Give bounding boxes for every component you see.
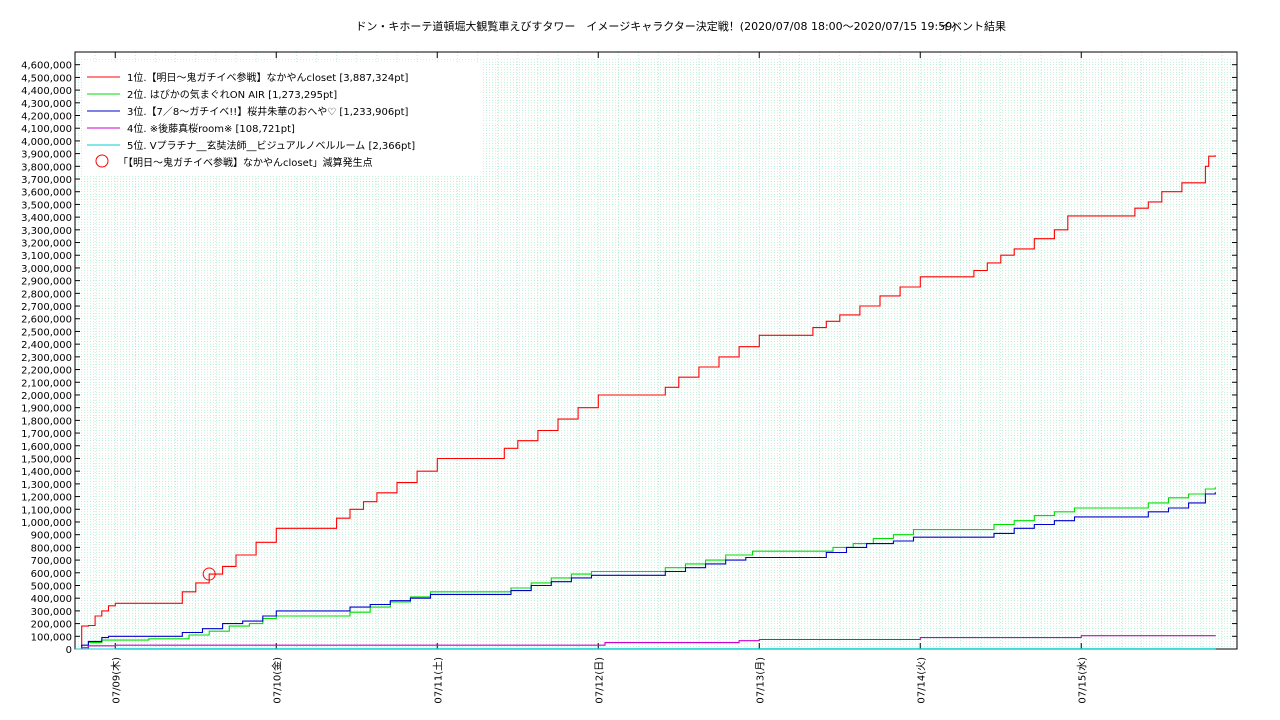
y-tick-label: 4,500,000 <box>21 73 72 84</box>
y-tick-label: 400,000 <box>31 594 72 605</box>
y-tick-label: 3,300,000 <box>21 226 72 237</box>
y-tick-label: 500,000 <box>31 581 72 592</box>
legend-item-annotation: 「【明日〜鬼ガチイベ参戦】なかやんcloset」減算発生点 <box>118 156 373 169</box>
y-tick-label: 3,800,000 <box>21 162 72 173</box>
y-tick-label: 1,600,000 <box>21 442 72 453</box>
x-tick-label: 07/13(月) <box>754 657 766 704</box>
y-tick-label: 3,600,000 <box>21 188 72 199</box>
y-tick-label: 4,300,000 <box>21 99 72 110</box>
y-tick-label: 1,100,000 <box>21 505 72 516</box>
y-tick-label: 3,700,000 <box>21 175 72 186</box>
legend-item: 5位. Vプラチナ__玄奘法師__ビジュアルノベルルーム [2,366pt] <box>127 139 415 152</box>
series-line-1 <box>75 155 1216 650</box>
y-tick-label: 2,600,000 <box>21 315 72 326</box>
legend-box <box>82 62 482 176</box>
y-tick-label: 2,300,000 <box>21 353 72 364</box>
y-tick-label: 3,000,000 <box>21 264 72 275</box>
y-tick-label: 1,200,000 <box>21 493 72 504</box>
y-tick-label: 4,400,000 <box>21 86 72 97</box>
annotation-marker <box>202 567 216 581</box>
y-tick-label: 2,800,000 <box>21 289 72 300</box>
y-tick-label: 1,000,000 <box>21 518 72 529</box>
y-tick-label: 3,100,000 <box>21 251 72 262</box>
series-line-2 <box>75 487 1216 650</box>
legend-marker <box>95 154 109 168</box>
y-tick-label: 3,200,000 <box>21 239 72 250</box>
series-line-3 <box>75 492 1216 650</box>
legend: 1位.【明日〜鬼ガチイベ参戦】なかやんcloset [3,887,324pt] 2… <box>82 62 482 176</box>
legend-item: 1位.【明日〜鬼ガチイベ参戦】なかやんcloset [3,887,324pt] <box>127 71 408 84</box>
y-tick-label: 100,000 <box>31 632 72 643</box>
y-tick-label: 0 <box>66 645 72 656</box>
y-tick-label: 2,900,000 <box>21 277 72 288</box>
chart-title: ドン・キホーテ道頓堀大観覧車えびすタワー イメージキャラクター決定戦！(2020… <box>355 19 956 33</box>
chart-subtitle: イベント結果 <box>940 19 1006 33</box>
y-tick-label: 4,600,000 <box>21 61 72 72</box>
y-tick-label: 300,000 <box>31 607 72 618</box>
y-tick-label: 200,000 <box>31 620 72 631</box>
y-tick-label: 800,000 <box>31 543 72 554</box>
y-tick-label: 4,000,000 <box>21 137 72 148</box>
y-tick-label: 1,800,000 <box>21 416 72 427</box>
series-line-4 <box>75 635 1216 650</box>
y-tick-label: 1,300,000 <box>21 480 72 491</box>
legend-item: 3位.【7／8〜ガチイベ!!】桜井朱華のおへや♡ [1,233,906pt] <box>127 105 408 118</box>
y-tick-label: 1,500,000 <box>21 454 72 465</box>
y-tick-label: 4,200,000 <box>21 112 72 123</box>
x-tick-label: 07/11(土) <box>431 657 444 704</box>
y-tick-label: 2,200,000 <box>21 366 72 377</box>
y-tick-label: 2,000,000 <box>21 391 72 402</box>
x-tick-label: 07/14(火) <box>915 657 927 704</box>
x-tick-label: 07/10(金) <box>270 657 283 704</box>
x-tick-label: 07/15(水) <box>1076 657 1088 704</box>
y-tick-label: 1,400,000 <box>21 467 72 478</box>
legend-item: 4位. ※後藤真桜room※ [108,721pt] <box>127 122 295 135</box>
x-tick-label: 07/09(木) <box>110 657 122 704</box>
y-tick-label: 1,700,000 <box>21 429 72 440</box>
y-tick-label: 1,900,000 <box>21 404 72 415</box>
y-tick-label: 2,400,000 <box>21 340 72 351</box>
y-tick-label: 2,100,000 <box>21 378 72 389</box>
legend-item: 2位. はぴかの気まぐれON AIR [1,273,295pt] <box>127 88 337 101</box>
y-tick-label: 3,400,000 <box>21 213 72 224</box>
y-tick-label: 3,900,000 <box>21 150 72 161</box>
y-tick-label: 2,500,000 <box>21 327 72 338</box>
y-tick-label: 600,000 <box>31 569 72 580</box>
y-tick-label: 3,500,000 <box>21 200 72 211</box>
y-tick-label: 900,000 <box>31 531 72 542</box>
y-tick-label: 2,700,000 <box>21 302 72 313</box>
x-tick-label: 07/12(日) <box>594 657 605 704</box>
y-tick-label: 4,100,000 <box>21 124 72 135</box>
y-tick-label: 700,000 <box>31 556 72 567</box>
